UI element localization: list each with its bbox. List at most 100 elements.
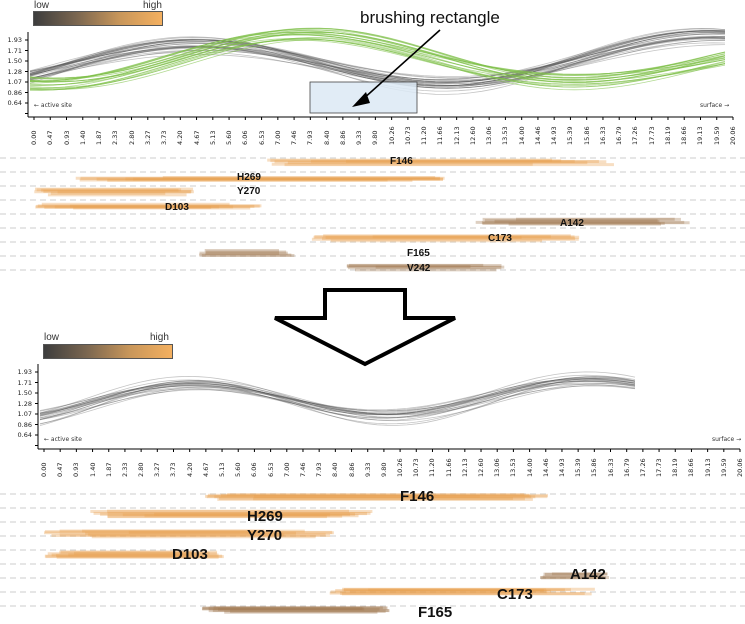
residue-label: F165 xyxy=(407,248,430,259)
trajectory-curve xyxy=(29,44,726,84)
residue-contact-bar xyxy=(346,263,505,272)
y-tick-label: 1.28 xyxy=(7,67,22,76)
trajectory-curve xyxy=(39,378,636,415)
y-tick-label: 1.71 xyxy=(7,46,22,55)
residue-label: Y270 xyxy=(237,186,261,197)
legend-high-label: high xyxy=(143,0,162,11)
residue-label: A142 xyxy=(560,218,584,229)
trajectory-curve xyxy=(29,39,726,86)
top-panel: low high brushing rectangle 1.93 1.71 1.50… xyxy=(0,0,745,290)
legend-low-label: low xyxy=(34,0,50,11)
residue-label: Y270 xyxy=(247,527,283,544)
residue-label: D103 xyxy=(172,546,208,563)
residue-contact-bar xyxy=(267,158,614,167)
highlighted-trajectory-curve xyxy=(29,27,726,79)
highlighted-trajectory-curve xyxy=(29,39,726,91)
trajectory-curve xyxy=(39,385,636,419)
trajectory-curve xyxy=(29,30,726,81)
y-tick-label: 1.50 xyxy=(17,389,32,397)
residue-contact-bar xyxy=(75,176,445,182)
residue-label: H269 xyxy=(247,508,283,525)
trajectory-curve xyxy=(39,380,636,414)
residue-contact-bar xyxy=(199,249,295,258)
trajectory-curve xyxy=(39,376,636,417)
annotation-arrow-head xyxy=(352,92,370,107)
residue-label: C173 xyxy=(488,233,512,244)
highlighted-trajectory-curve xyxy=(29,31,726,83)
residue-label: C173 xyxy=(497,586,533,603)
trajectory-curve xyxy=(39,384,636,424)
color-legend-bar xyxy=(33,11,163,26)
down-arrow-icon xyxy=(274,288,456,367)
trajectory-curve xyxy=(29,30,726,87)
trajectory-curve xyxy=(39,374,636,419)
top-surface-note: surface → xyxy=(700,102,730,109)
trajectory-curve xyxy=(29,28,726,87)
trajectory-curve xyxy=(39,377,636,426)
trajectory-curve xyxy=(39,378,636,411)
trajectory-curve xyxy=(29,29,726,84)
trajectory-curve xyxy=(29,37,726,80)
residue-label: F165 xyxy=(418,604,453,621)
residue-label: F146 xyxy=(400,488,435,505)
trajectory-curve xyxy=(29,30,726,83)
trajectory-curve xyxy=(29,39,726,81)
bottom-surface-note: surface → xyxy=(712,436,742,443)
residue-contact-bar xyxy=(201,606,390,614)
top-trajectory-plot xyxy=(0,27,745,272)
residue-contact-bar xyxy=(540,572,609,580)
trajectory-curve xyxy=(29,29,726,82)
residue-contact-bar xyxy=(35,202,262,210)
trajectory-curve xyxy=(29,36,726,83)
trajectory-curve xyxy=(29,32,726,83)
trajectory-curve xyxy=(29,33,726,79)
trajectory-curve xyxy=(39,380,636,416)
top-active-site-note: ← active site xyxy=(34,102,72,109)
residue-contact-bar xyxy=(475,217,690,226)
transition-arrow xyxy=(270,288,470,368)
trajectory-curve xyxy=(29,36,726,77)
trajectory-curve xyxy=(29,30,726,83)
residue-contact-bar xyxy=(90,509,373,519)
legend-low-label: low xyxy=(44,332,60,343)
y-tick-label: 1.93 xyxy=(7,36,22,44)
residue-contact-bar xyxy=(44,550,224,559)
y-tick-label: 0.86 xyxy=(7,88,22,97)
trajectory-curve xyxy=(29,37,726,83)
trajectory-curve xyxy=(29,37,726,89)
highlighted-trajectory-curve xyxy=(29,38,726,91)
residue-label: H269 xyxy=(237,172,261,183)
residue-label: F146 xyxy=(390,156,413,167)
y-tick-label: 0.64 xyxy=(7,99,22,107)
trajectory-curve xyxy=(39,371,636,416)
residue-contact-bar xyxy=(205,493,548,501)
trajectory-curve xyxy=(39,383,636,420)
trajectory-curve xyxy=(29,35,726,86)
trajectory-curve xyxy=(29,30,726,84)
residue-contact-bar xyxy=(311,234,580,243)
residue-contact-bar xyxy=(44,529,334,539)
trajectory-curve xyxy=(39,379,636,420)
residue-contact-bar xyxy=(34,187,194,197)
trajectory-curve xyxy=(39,380,636,419)
trajectory-curve xyxy=(39,380,636,425)
trajectory-curve xyxy=(29,30,726,89)
trajectory-curve xyxy=(39,379,636,414)
residue-label: D103 xyxy=(165,202,189,213)
trajectory-curve xyxy=(39,376,636,421)
trajectory-curve xyxy=(29,27,726,87)
highlighted-trajectory-curve xyxy=(29,37,726,89)
trajectory-curve xyxy=(39,382,636,414)
trajectory-curve xyxy=(29,38,726,85)
bottom-trajectory-plot xyxy=(0,364,745,614)
trajectory-curve xyxy=(39,383,636,416)
y-tick-label: 1.93 xyxy=(17,368,32,376)
y-tick-label: 0.86 xyxy=(17,420,32,429)
trajectory-curve xyxy=(29,33,726,86)
legend-high-label: high xyxy=(150,332,169,343)
trajectory-curve xyxy=(29,31,726,89)
bottom-panel: low high 1.93 1.71 1.50 1.28 1.07 0.86 0.64 0.… xyxy=(0,332,745,624)
highlighted-trajectory-curve xyxy=(29,30,726,82)
y-tick-label: 1.07 xyxy=(17,410,32,418)
bottom-active-site-note: ← active site xyxy=(44,436,82,443)
